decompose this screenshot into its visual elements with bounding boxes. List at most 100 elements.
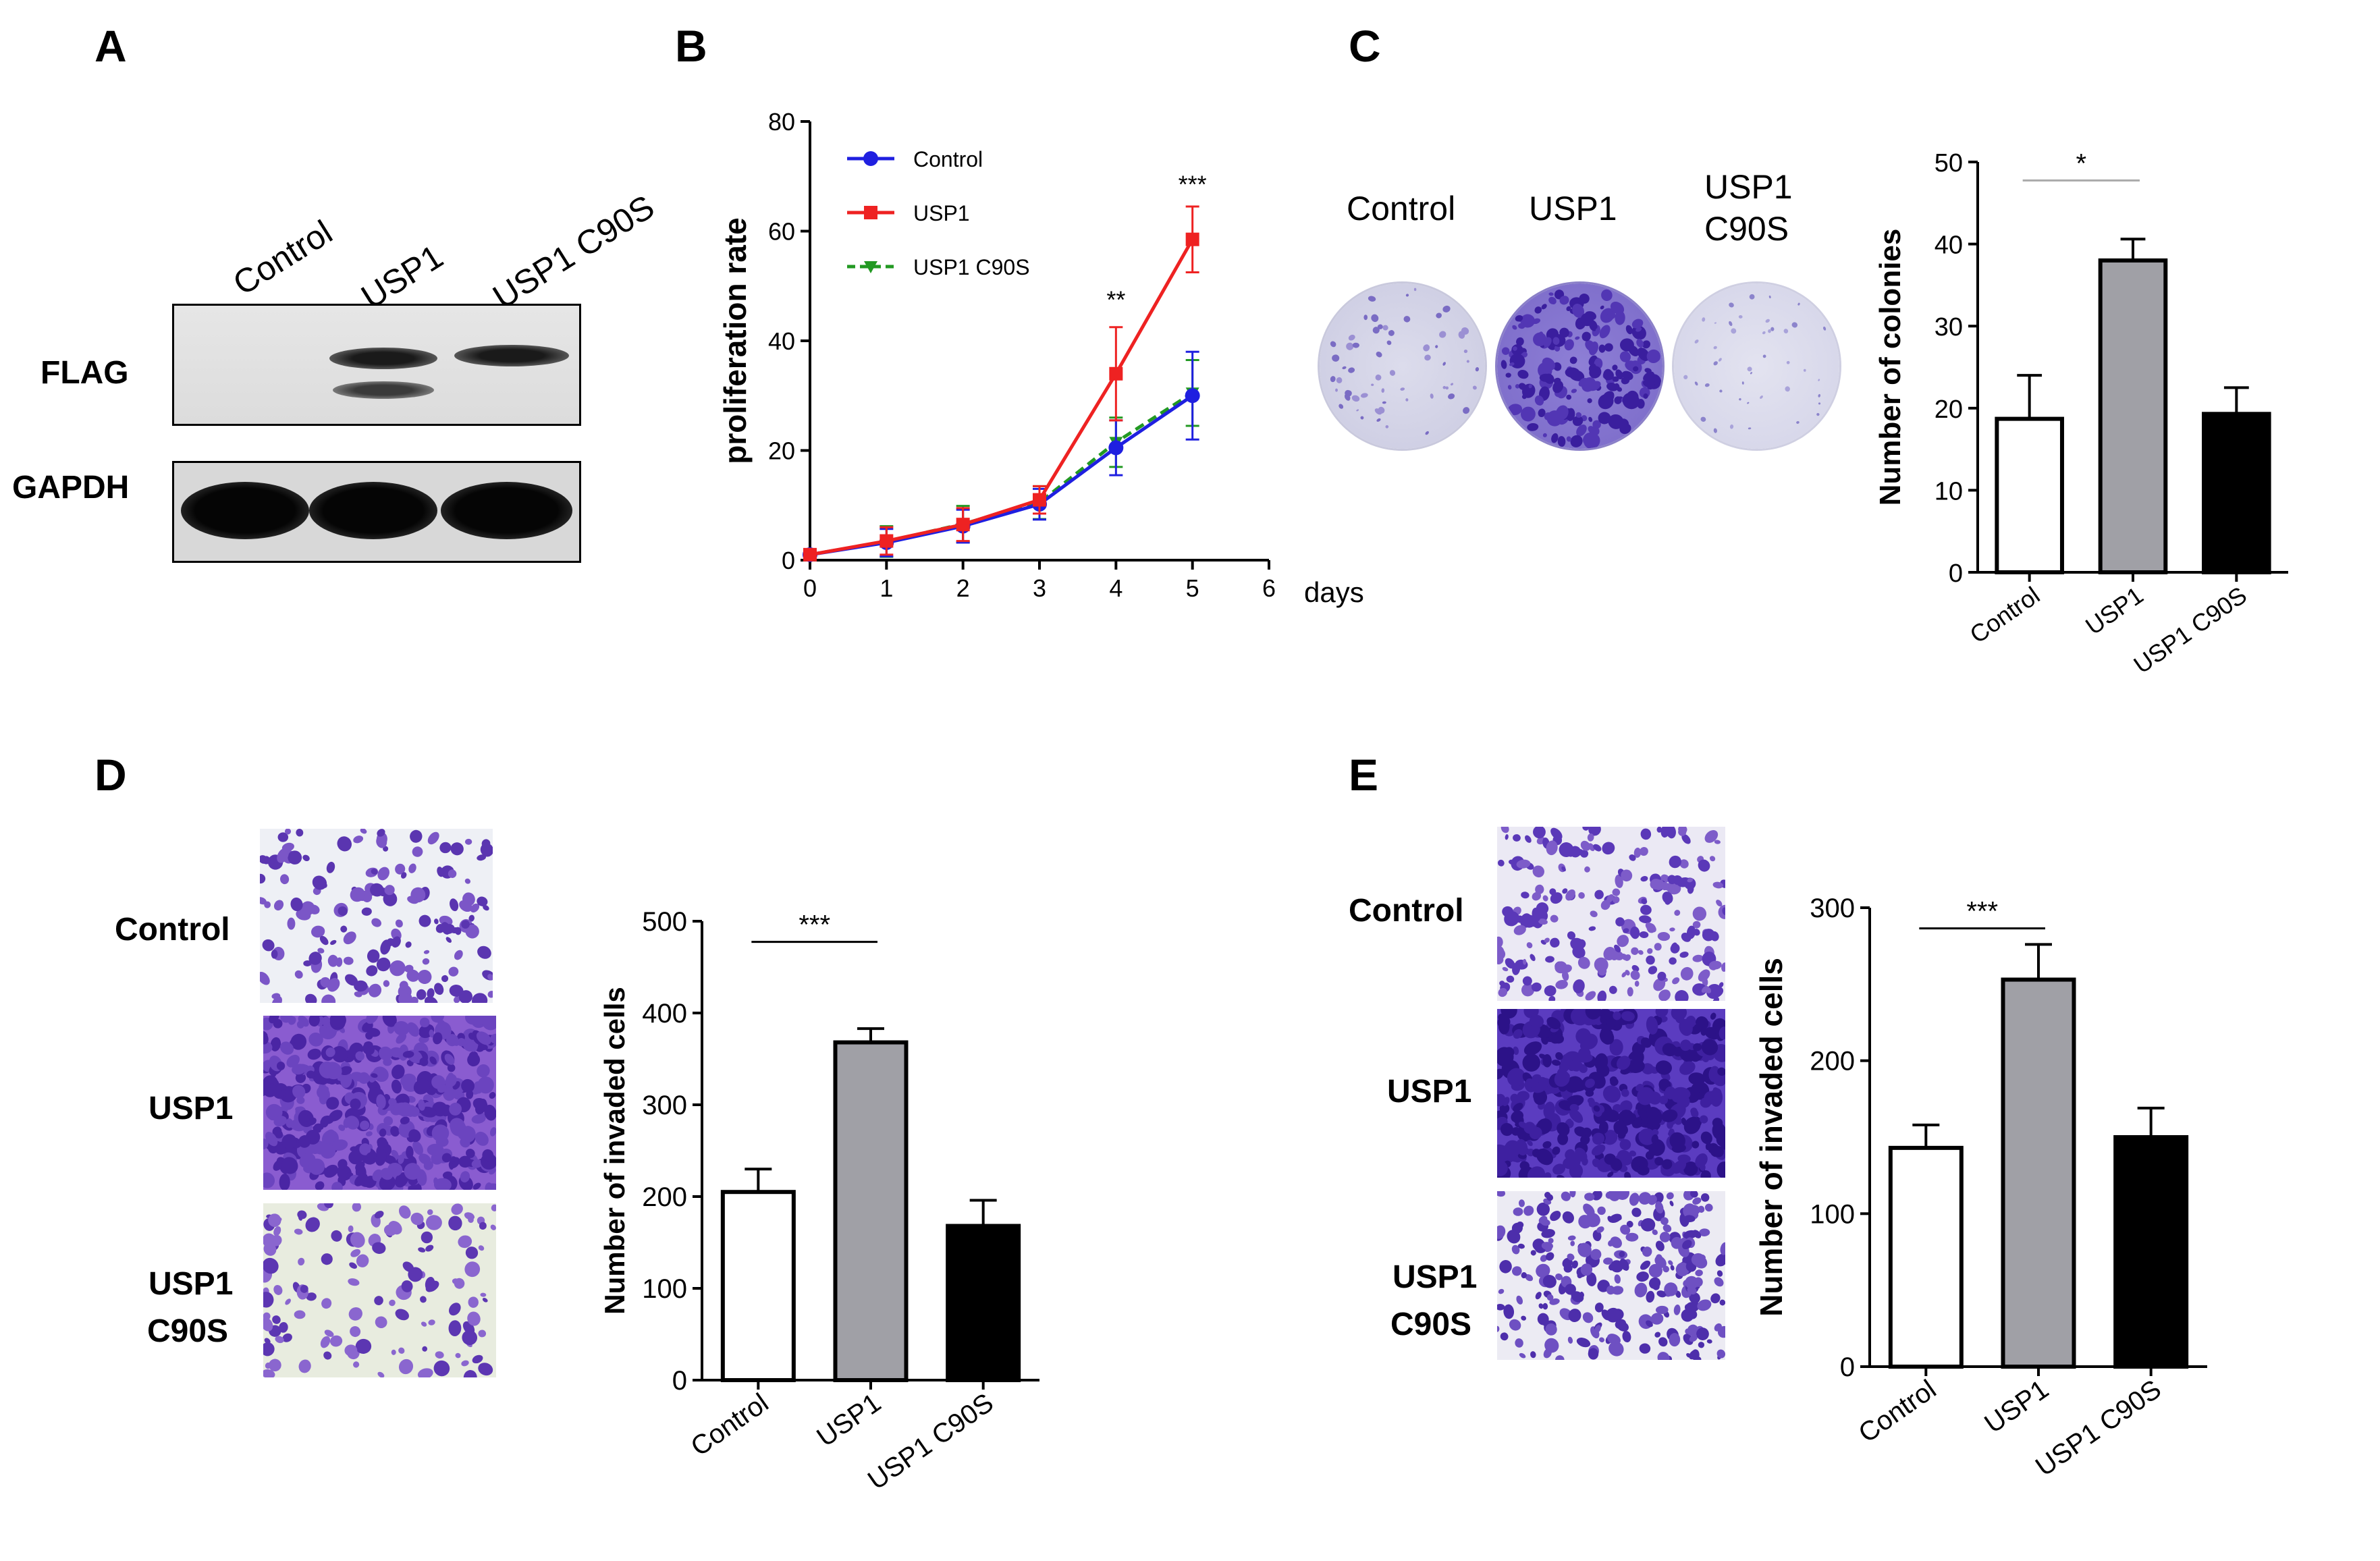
cell-spot <box>1530 1351 1536 1359</box>
cell-spot <box>400 1116 410 1125</box>
cell-spot <box>380 1168 394 1180</box>
cell-spot <box>1550 937 1560 948</box>
cell-spot <box>1570 435 1583 447</box>
significance-marker: ** <box>1106 285 1125 313</box>
data-point <box>1185 232 1199 246</box>
cell-spot <box>317 948 325 954</box>
cell-spot <box>1502 966 1509 972</box>
cell-spot <box>472 1097 488 1111</box>
cell-spot <box>1521 394 1527 400</box>
cell-spot <box>427 831 439 845</box>
cell-spot <box>1546 840 1558 856</box>
data-point <box>1109 366 1123 381</box>
cell-spot <box>466 1149 475 1158</box>
y-tick-label: 100 <box>642 1274 687 1304</box>
cell-spot <box>294 1228 303 1235</box>
cell-spot <box>308 1016 320 1027</box>
gapdh-band-c90s <box>441 482 572 539</box>
data-point <box>956 518 970 532</box>
cell-spot <box>1532 907 1541 922</box>
cell-spot <box>331 1230 342 1242</box>
cell-spot <box>1559 296 1569 305</box>
cell-spot <box>1538 1215 1548 1224</box>
legend-marker <box>863 151 878 166</box>
cell-spot <box>1662 1265 1670 1273</box>
cell-spot <box>391 936 401 948</box>
cell-spot <box>1762 331 1766 335</box>
cell-spot <box>1642 340 1651 349</box>
cell-spot <box>1719 1253 1725 1261</box>
cell-spot <box>1639 915 1652 924</box>
cell-spot <box>1526 942 1533 949</box>
cell-spot <box>296 1020 304 1029</box>
cell-spot <box>1552 337 1560 345</box>
cell-spot <box>1574 1126 1587 1137</box>
cell-spot <box>1375 374 1382 381</box>
cell-spot <box>1536 1202 1550 1216</box>
cell-spot <box>1542 433 1547 437</box>
cell-spot <box>1641 898 1648 904</box>
cell-spot <box>355 1161 365 1171</box>
cell-spot <box>1661 1109 1678 1122</box>
cell-spot <box>263 1369 275 1377</box>
cell-spot <box>1548 1238 1554 1244</box>
cell-spot <box>1700 1254 1706 1260</box>
cell-spot <box>353 836 364 844</box>
cell-spot <box>1615 874 1623 888</box>
cell-spot <box>391 1349 396 1355</box>
cell-spot <box>1712 1118 1723 1128</box>
cell-spot <box>398 1359 414 1375</box>
cell-spot <box>1515 1338 1523 1348</box>
cell-spot <box>448 1215 462 1231</box>
cell-spot <box>1557 1174 1565 1178</box>
cell-spot <box>1656 1290 1667 1298</box>
cell-spot <box>479 1222 487 1230</box>
cell-spot <box>1637 1165 1650 1176</box>
cell-spot <box>1564 339 1574 351</box>
cell-spot <box>346 933 353 941</box>
cell-spot <box>1818 393 1821 398</box>
cell-spot <box>1621 1089 1629 1097</box>
texture <box>1683 294 1827 433</box>
cell-spot <box>1637 348 1650 361</box>
cell-spot <box>1613 896 1620 904</box>
cell-spot <box>1702 929 1715 941</box>
cell-spot <box>1594 889 1604 900</box>
cell-spot <box>1517 370 1529 379</box>
x-tick-label: 6 <box>1262 574 1276 602</box>
cell-spot <box>458 990 472 1003</box>
cell-spot <box>455 1352 461 1359</box>
cell-spot <box>1818 402 1821 405</box>
y-tick-label: 100 <box>1810 1199 1855 1229</box>
cell-spot <box>1717 1325 1725 1338</box>
cell-spot <box>1716 1161 1725 1178</box>
cell-spot <box>1706 1339 1712 1344</box>
cell-spot <box>1678 827 1687 834</box>
cell-spot <box>338 1124 346 1131</box>
cell-spot <box>1612 376 1619 382</box>
cell-spot <box>1613 1309 1624 1320</box>
cell-spot <box>437 1084 447 1093</box>
cell-spot <box>1505 958 1515 969</box>
cell-spot <box>1500 827 1509 833</box>
cell-spot <box>1770 327 1775 331</box>
cell-spot <box>345 1116 360 1130</box>
cell-spot <box>1706 1091 1714 1101</box>
y-tick-label: 500 <box>642 907 687 937</box>
y-tick-label: 50 <box>1935 149 1963 177</box>
cell-spot <box>1671 942 1678 950</box>
cell-spot <box>1648 1224 1655 1230</box>
cell-spot <box>1497 1068 1504 1080</box>
cell-spot <box>1552 381 1564 393</box>
cell-spot <box>1671 1009 1687 1020</box>
cell-spot <box>1601 1309 1611 1321</box>
cell-spot <box>322 1016 331 1028</box>
cell-spot <box>1604 343 1613 352</box>
cell-spot <box>275 1336 284 1344</box>
cell-spot <box>379 1046 393 1061</box>
cell-spot <box>468 914 475 922</box>
cell-spot <box>384 885 395 896</box>
cell-spot <box>1762 354 1766 358</box>
cell-spot <box>305 993 317 1003</box>
chart-c-colonies: 0 10 20 30 40 50 Number of colonies Control USP1… <box>1874 148 2288 679</box>
